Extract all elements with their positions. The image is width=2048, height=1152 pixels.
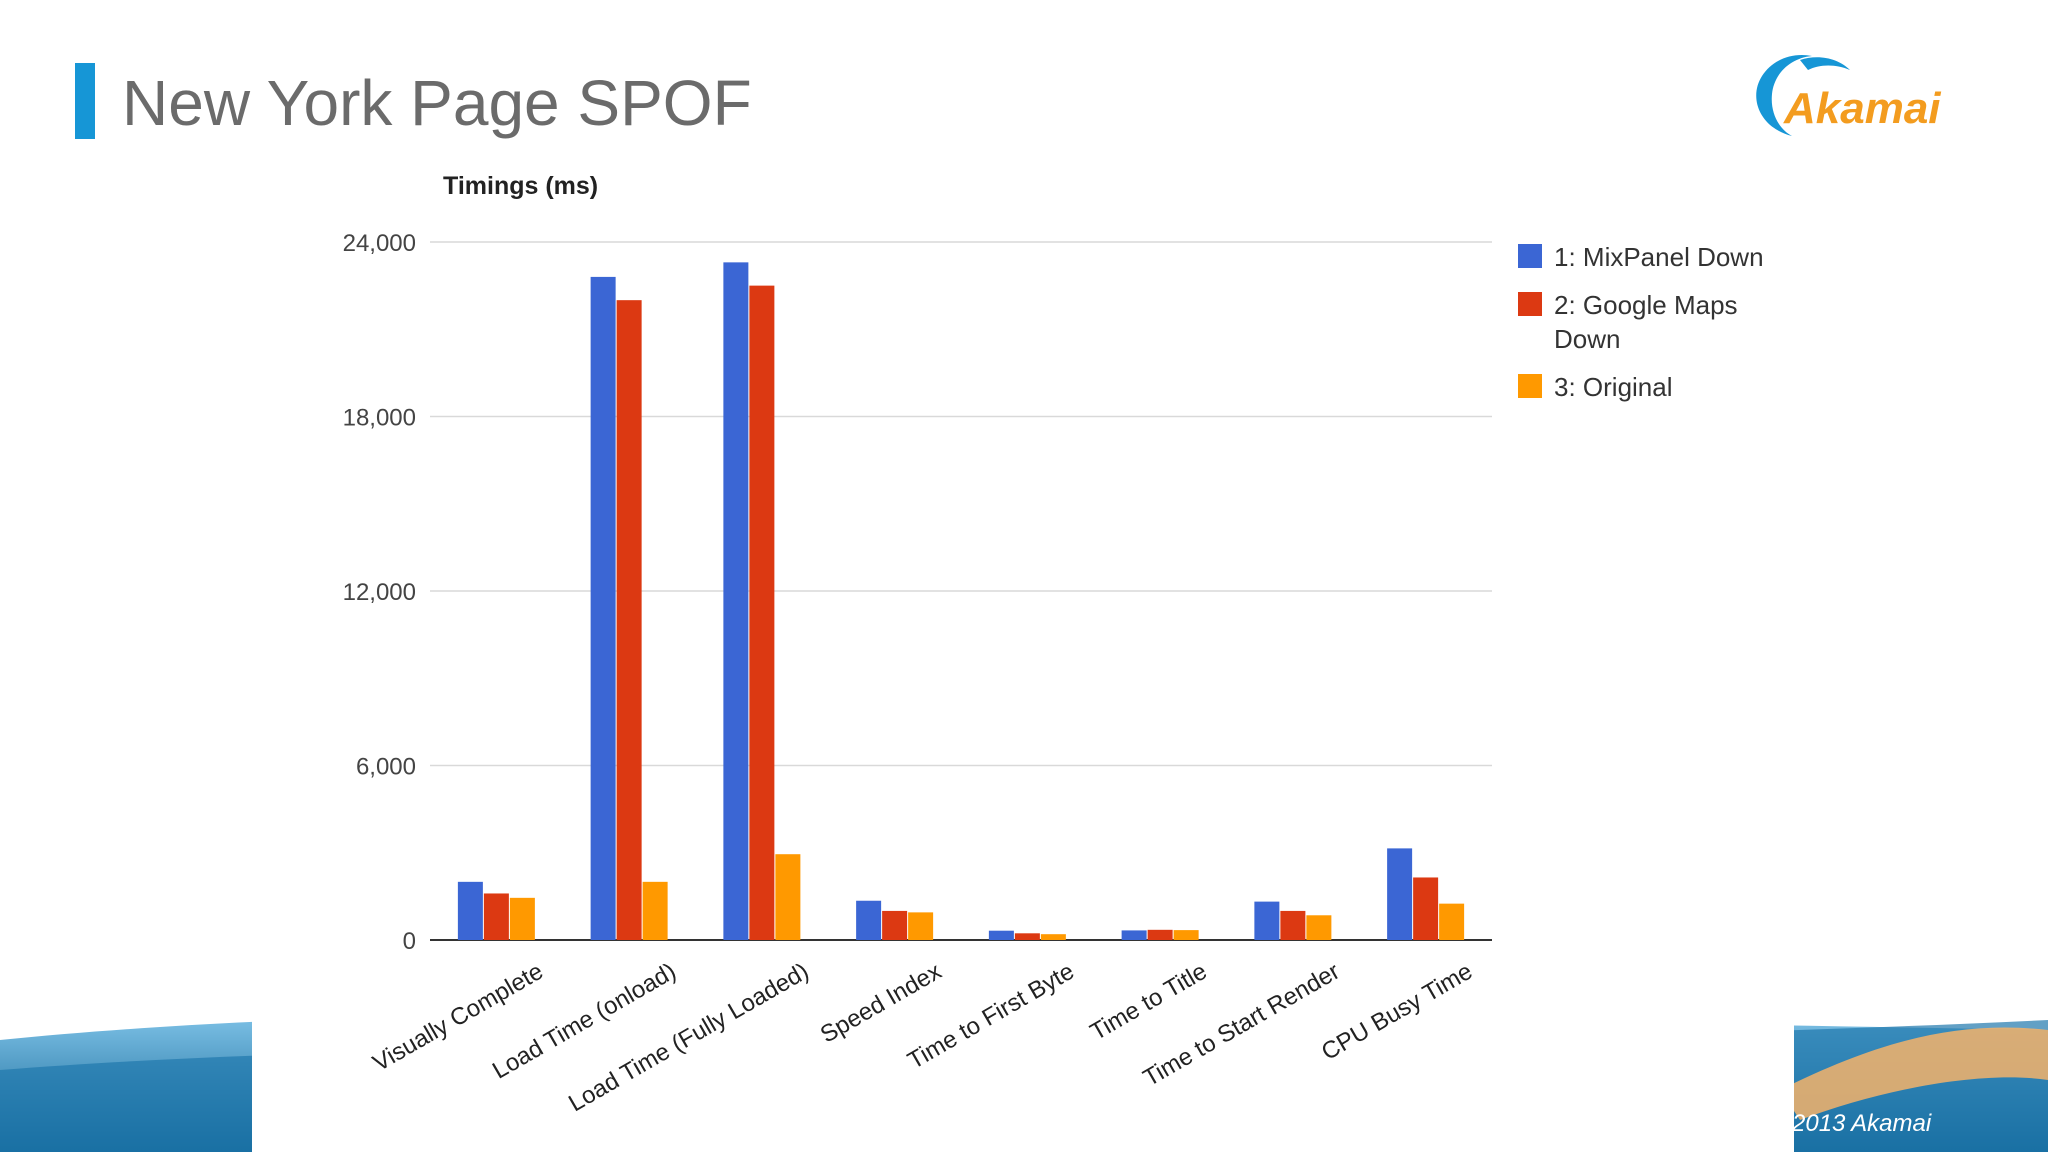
y-tick-label: 18,000 <box>343 405 416 432</box>
bar <box>1387 848 1413 940</box>
legend-swatch <box>1518 374 1542 398</box>
legend-item: 2: Google Maps Down <box>1518 288 1778 356</box>
bar <box>856 900 882 940</box>
legend-label: 2: Google Maps Down <box>1554 290 1738 354</box>
bars <box>457 262 1465 941</box>
legend-swatch <box>1518 244 1542 268</box>
legend-swatch <box>1518 292 1542 316</box>
bar <box>1439 903 1465 940</box>
y-tick-label: 12,000 <box>343 579 416 606</box>
bar <box>616 300 642 941</box>
chart-title: Timings (ms) <box>443 172 598 200</box>
x-tick-label: Load Time (Fully Loaded) <box>564 958 813 1117</box>
y-tick-label: 24,000 <box>343 230 416 257</box>
chart-panel <box>252 150 1794 1152</box>
bar <box>590 276 616 940</box>
bar <box>457 881 483 940</box>
legend-item: 3: Original <box>1518 370 1778 404</box>
bar <box>1121 930 1147 940</box>
akamai-logo-icon <box>1756 54 1850 136</box>
bar <box>1280 910 1306 940</box>
y-tick-label: 0 <box>403 928 416 955</box>
bar <box>1173 930 1199 940</box>
bar <box>882 910 908 940</box>
bar <box>1014 933 1040 940</box>
legend-label: 1: MixPanel Down <box>1554 242 1764 272</box>
bar <box>775 854 801 940</box>
bar <box>908 912 934 940</box>
bar <box>1147 929 1173 940</box>
x-tick-label: Speed Index <box>816 958 946 1049</box>
legend-item: 1: MixPanel Down <box>1518 240 1778 274</box>
legend-label: 3: Original <box>1554 372 1673 402</box>
y-axis-ticks: 0 6,000 12,000 18,000 24,000 <box>343 230 416 955</box>
bar <box>1254 901 1280 940</box>
copyright-text: 2013 Akamai <box>1792 1110 1932 1137</box>
bar <box>509 897 535 940</box>
bar <box>483 893 509 940</box>
legend: 1: MixPanel Down 2: Google Maps Down 3: Or… <box>1518 240 1778 418</box>
title-accent-bar <box>75 63 95 139</box>
bar <box>1306 915 1332 940</box>
logo-text: Akamai <box>1784 84 1941 133</box>
y-tick-label: 6,000 <box>356 754 416 781</box>
bar <box>1413 877 1439 940</box>
gridlines <box>430 241 1492 941</box>
bar <box>988 930 1014 940</box>
page-title: New York Page SPOF <box>122 67 752 139</box>
x-tick-label: Time to Title <box>1086 958 1212 1046</box>
bar <box>1040 934 1066 940</box>
bar <box>749 285 775 940</box>
x-tick-label: CPU Busy Time <box>1317 958 1477 1066</box>
bar <box>723 262 749 940</box>
bar <box>642 881 668 940</box>
